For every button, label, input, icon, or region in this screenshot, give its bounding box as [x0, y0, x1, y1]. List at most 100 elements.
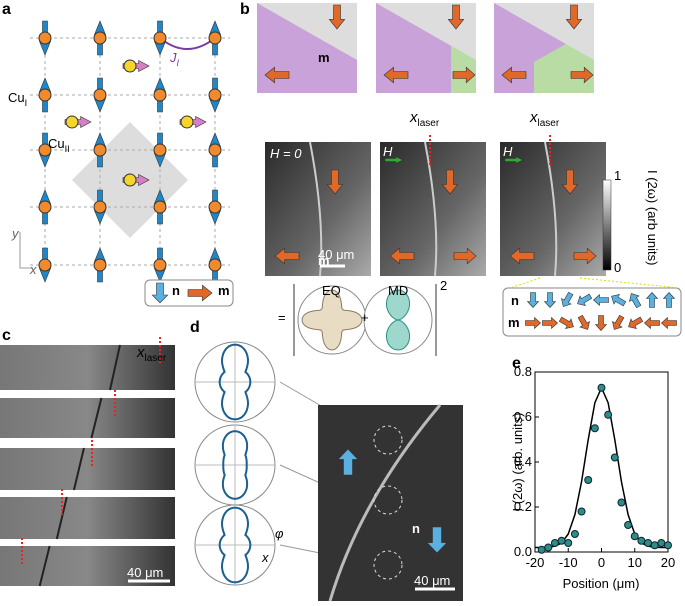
h0-label: H = 0: [270, 146, 302, 161]
data-point: [650, 541, 659, 550]
legend-n: n: [172, 283, 180, 298]
probe: [373, 550, 403, 580]
cu1-atom: [38, 200, 52, 214]
plot-frame: [534, 371, 669, 553]
t: I: [25, 98, 28, 108]
arrow: [561, 169, 579, 195]
arrow: [662, 292, 676, 308]
arrow: [542, 316, 558, 330]
cu1-atom: [153, 258, 167, 272]
cu1-atom: [93, 88, 107, 102]
y-tick-label: 0.0: [514, 544, 532, 559]
legend-m: m: [218, 283, 230, 298]
cu1-atom: [208, 31, 222, 45]
data-point: [657, 539, 666, 547]
cu1-label: CuI: [8, 90, 27, 108]
arrow: [452, 66, 476, 84]
panel-label: b: [240, 1, 250, 18]
colorbar-label: I (2ω) (arb units): [645, 170, 660, 265]
t: I: [177, 58, 180, 68]
probe: [373, 485, 403, 515]
cu1-atom: [153, 31, 167, 45]
arrow: [565, 4, 583, 30]
m-label: m: [318, 253, 330, 268]
data-point: [664, 541, 672, 550]
gray-domain: [257, 3, 357, 60]
strip: [0, 497, 175, 539]
cu1-atom: [153, 88, 167, 102]
wall: [72, 447, 85, 491]
arrow: [543, 292, 557, 308]
arrow: [573, 247, 597, 265]
zoom: [509, 277, 541, 289]
decorations: [0, 3, 682, 602]
j-label: JI: [169, 50, 180, 68]
y-axis-label: I (2ω) (arb. units): [510, 412, 525, 511]
t: Cu: [48, 136, 65, 151]
plus: +: [361, 310, 369, 325]
h-label: H: [383, 144, 393, 159]
colorbar: [602, 179, 612, 271]
xlaser: xlaser: [409, 109, 440, 129]
scale-label: 40 μm: [318, 247, 354, 262]
y-tick-label: 0.8: [514, 364, 532, 379]
x-tick-label: 0: [598, 555, 605, 570]
wall: [38, 545, 51, 587]
zoom: [579, 277, 681, 289]
arrow: [383, 66, 409, 84]
arrow: [612, 314, 625, 330]
h-label: H: [503, 144, 513, 159]
domain-wall: [424, 141, 438, 277]
arrow: [577, 314, 590, 330]
arrow: [644, 316, 660, 330]
x-axis-label: Position (μm): [563, 576, 640, 591]
cu1-atom: [93, 258, 107, 272]
arrow: [151, 282, 169, 304]
exchange: [159, 37, 216, 50]
m-row: m: [508, 315, 520, 330]
t: laser: [418, 118, 440, 129]
strip: [0, 398, 175, 438]
colorbar-max: 1: [614, 168, 621, 183]
arrow: [501, 66, 527, 84]
cu1-atom: [208, 258, 222, 272]
arrow: [629, 293, 642, 309]
arrow: [645, 292, 659, 308]
arrow: [328, 4, 346, 30]
x-tick-label: 20: [661, 555, 675, 570]
y-axis: y: [11, 226, 20, 241]
cu1-atom: [38, 258, 52, 272]
data-point: [617, 498, 626, 507]
arrow: [453, 247, 477, 265]
t: II: [65, 144, 70, 154]
cu2-atom: [180, 115, 194, 129]
cu1-atom: [208, 200, 222, 214]
cu2-label: CuII: [48, 136, 70, 154]
data-point: [584, 476, 593, 484]
data-point: [544, 543, 553, 552]
arrow: [628, 316, 644, 329]
bracket: [293, 284, 437, 356]
y-tick-label: 0.4: [514, 454, 532, 469]
y-tick-label: 0.6: [514, 409, 532, 424]
cu1-atom: [93, 200, 107, 214]
x-tick-label: 10: [628, 555, 642, 570]
t: laser: [145, 353, 167, 364]
data-point: [590, 424, 599, 433]
gray-domain: [494, 3, 594, 60]
polar-fit: [218, 506, 252, 584]
fit-line: [535, 385, 668, 549]
arrow: [509, 247, 535, 265]
axes: [19, 232, 32, 269]
cu1-atom: [153, 143, 167, 157]
xlaser: xlaser: [136, 344, 167, 364]
chart: I (2ω) (arb. units) Position (μm) 0.0 0.2…: [510, 364, 675, 591]
cu1-atom: [93, 31, 107, 45]
gray-domain: [376, 3, 476, 60]
arrow: [661, 316, 677, 330]
arrow: [337, 448, 359, 476]
data-point: [624, 521, 633, 529]
eq-label: EQ: [322, 283, 341, 298]
panel-label: c: [2, 327, 11, 344]
arrow: [561, 291, 574, 307]
